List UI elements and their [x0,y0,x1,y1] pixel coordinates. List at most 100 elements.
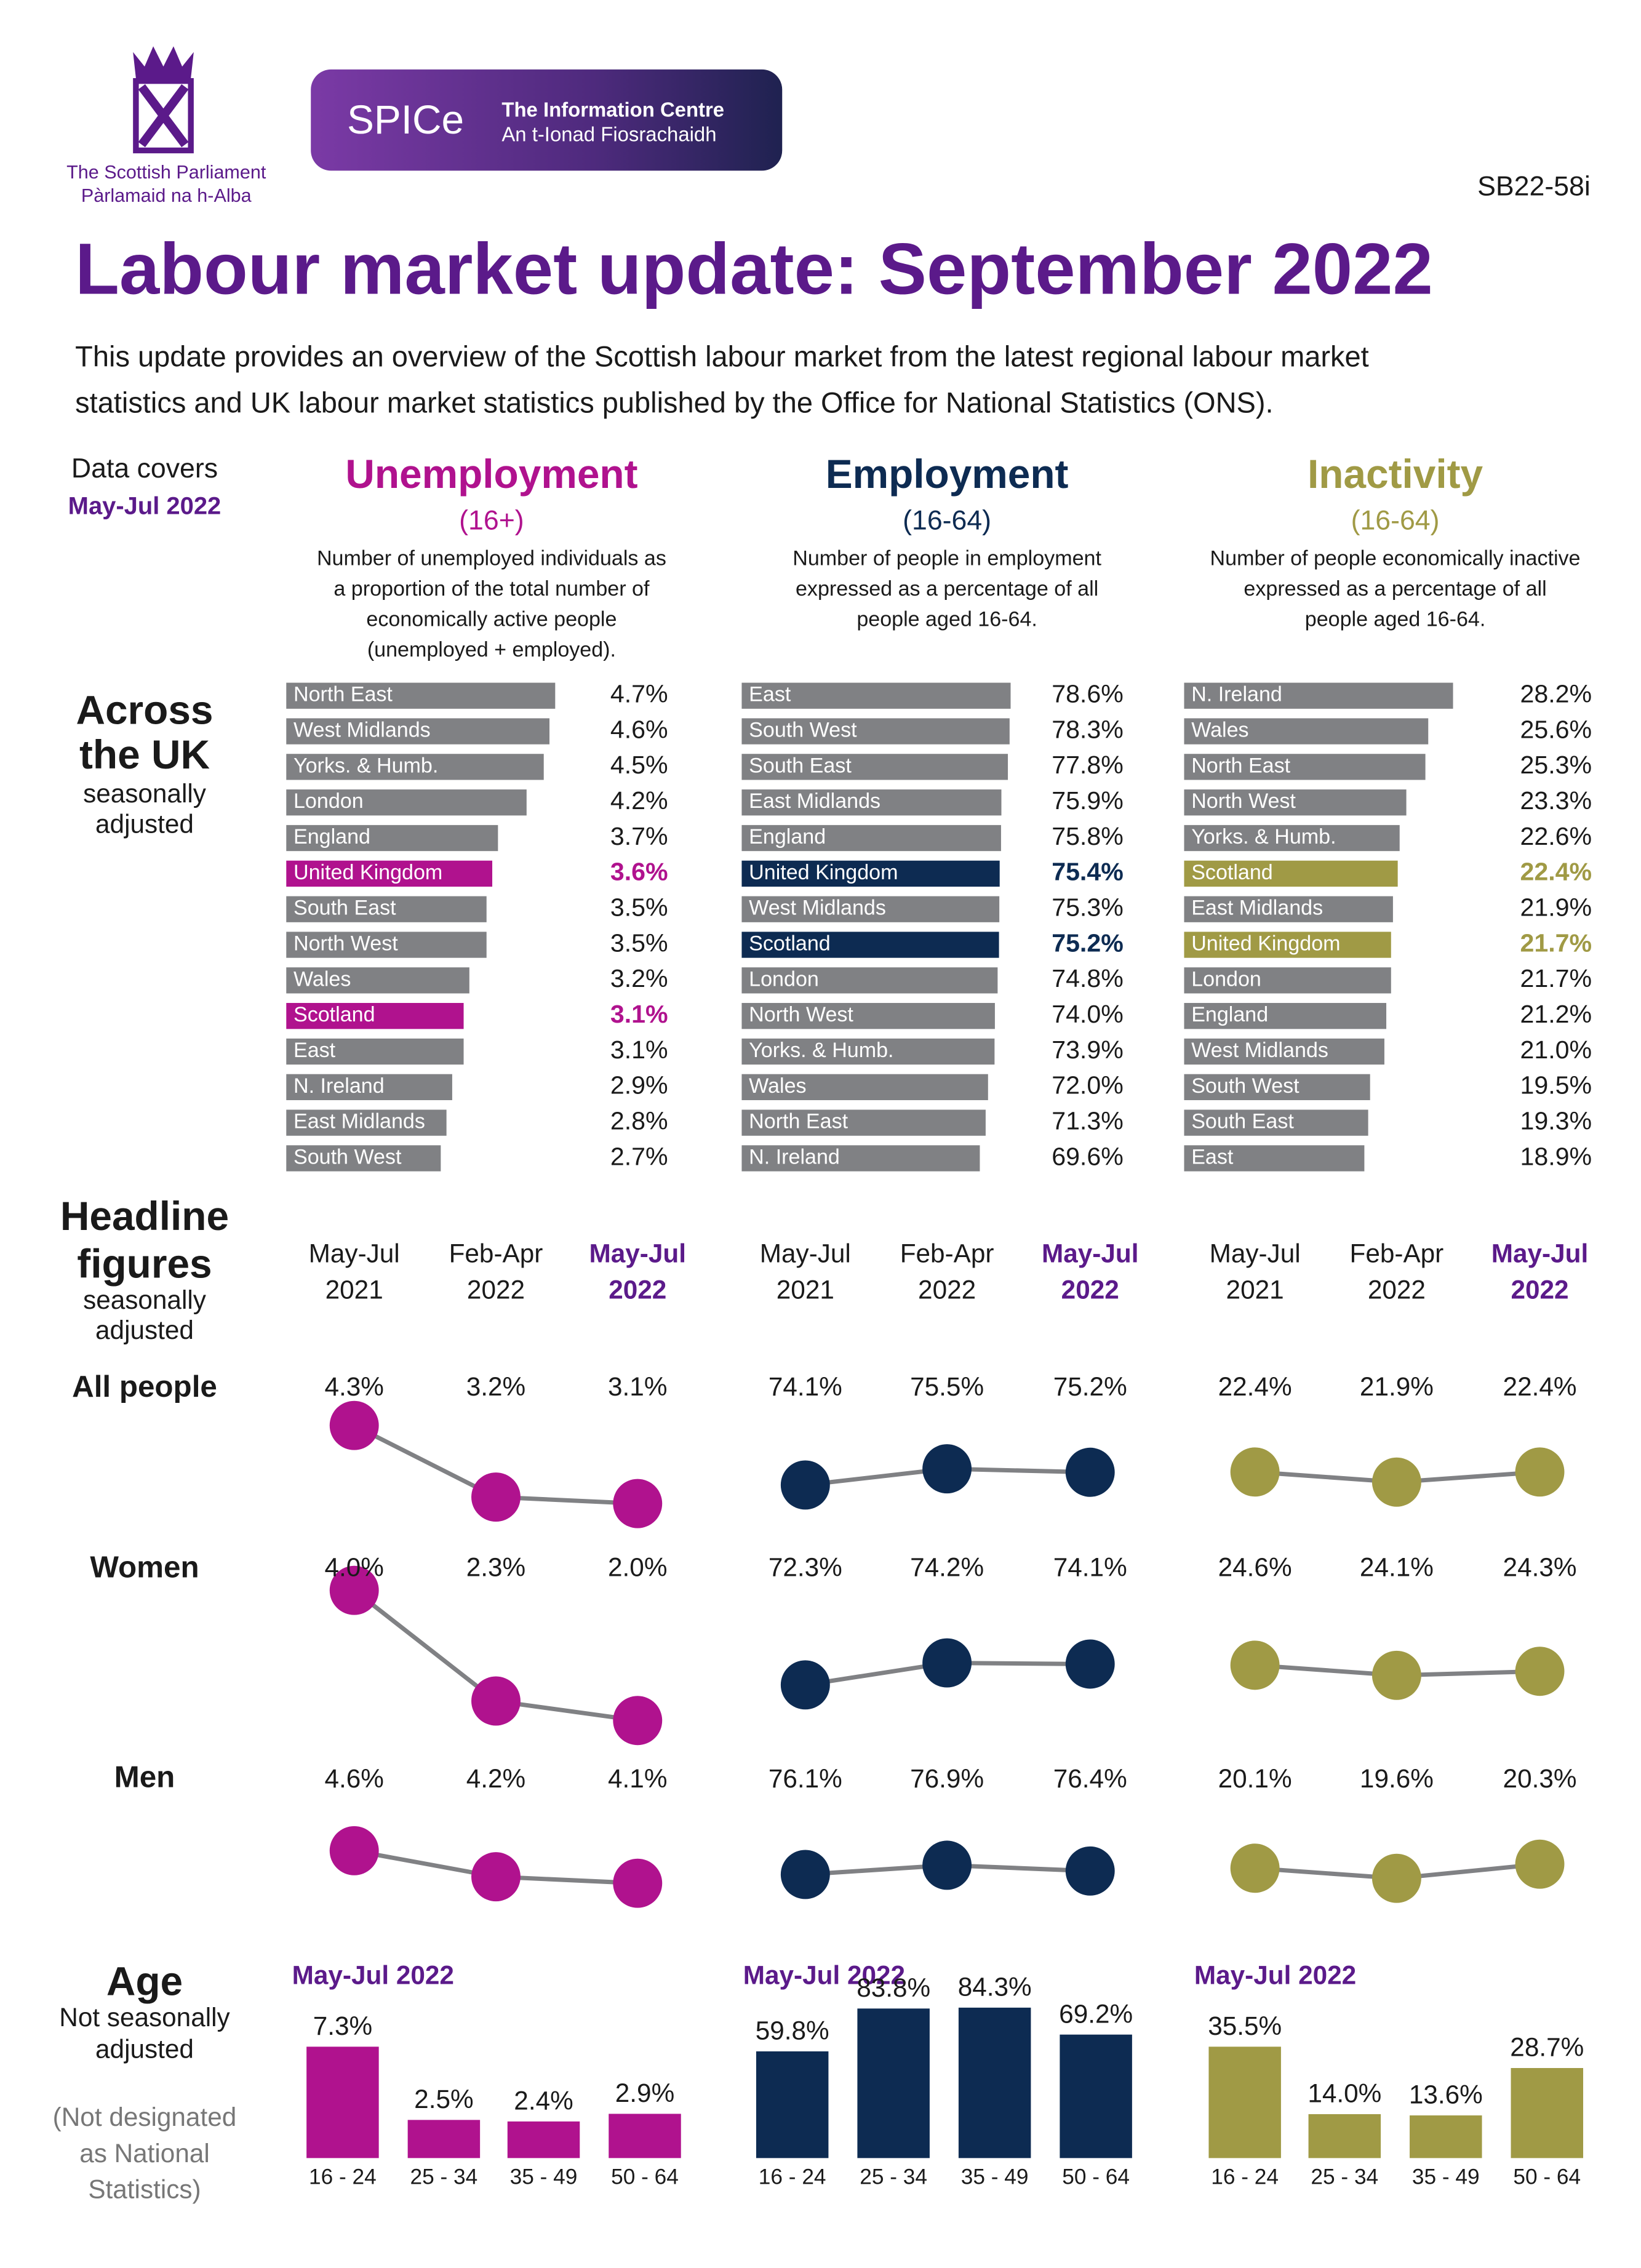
period-label: 2022 [1511,1275,1568,1304]
value-label: 7.3% [313,2011,372,2040]
bar [1511,2068,1584,2158]
bar [1184,754,1426,780]
value-label: 21.9% [1520,893,1592,922]
value-label: 76.1% [769,1764,842,1793]
bar [1410,2115,1482,2158]
bar [958,2007,1031,2158]
bar [1184,825,1400,852]
value-label: 75.9% [1052,786,1124,815]
period-label: May-Jul [760,1239,851,1268]
measure-subtitle: (16-64) [1351,505,1440,535]
page-title: Labour market update: September 2022 [75,229,1433,309]
bar [741,1109,986,1136]
point [613,1696,663,1746]
bar-category: West Midlands [749,896,886,920]
bar [306,2046,379,2158]
bar [1184,682,1453,709]
org-name: Pàrlamaid na h-Alba [81,185,252,206]
badge-text: An t-Ionad Fiosrachaidh [501,123,716,146]
bar-category: United Kingdom [1191,932,1340,956]
bar-category: South East [1191,1110,1294,1133]
bar [741,860,1000,887]
value-label: 13.6% [1409,2080,1483,2109]
value-label: 75.8% [1052,822,1124,850]
bar [407,2120,481,2158]
point [1515,1839,1565,1889]
bar-category: South West [293,1145,402,1168]
bar-category: South East [293,896,396,920]
bar [1184,1109,1368,1136]
point [1371,1457,1421,1507]
document-code: SB22-58i [1477,171,1591,201]
value-label: 75.2% [1052,928,1124,957]
bar-category: East Midlands [1191,896,1323,920]
period-label: 2022 [1061,1275,1119,1304]
data-period: May-Jul 2022 [68,493,222,520]
measure-description: economically active people [366,607,617,631]
x-tick-label: 16 - 24 [309,2165,377,2189]
point [329,1826,379,1875]
value-label: 3.7% [610,822,668,850]
value-label: 35.5% [1208,2011,1282,2040]
value-label: 2.0% [608,1553,667,1582]
org-name: The Scottish Parliament [66,162,266,183]
parliament-logo [133,46,194,154]
value-label: 78.3% [1052,715,1124,743]
value-label: 77.8% [1052,751,1124,779]
value-label: 78.6% [1052,680,1124,708]
bar [286,825,498,852]
measure-description: Number of unemployed individuals as [317,547,666,570]
bar [741,967,998,994]
point [471,1676,521,1726]
bar [1060,2034,1132,2158]
x-tick-label: 50 - 64 [611,2165,679,2189]
row-label: Women [90,1551,199,1584]
section-note: Not seasonally [59,2003,230,2032]
bar [1184,789,1407,816]
bar-category: United Kingdom [749,861,898,884]
value-label: 24.6% [1218,1553,1292,1582]
bar [1184,860,1398,887]
bar [286,789,527,816]
bar-category: South West [749,719,857,742]
bar [1184,1145,1365,1172]
bar-category: North East [1191,754,1290,777]
point [613,1858,663,1908]
x-tick-label: 50 - 64 [1062,2165,1130,2189]
bar [1184,1003,1387,1029]
point [922,1840,972,1890]
value-label: 4.2% [466,1764,525,1793]
measure-description: people aged 16-64. [1305,607,1486,631]
bar-category: Wales [293,967,351,991]
measure-description: Number of people in employment [793,547,1101,570]
value-label: 3.2% [610,964,668,992]
period-label: 2021 [1226,1275,1284,1304]
bar-category: Yorks. & Humb. [1191,825,1336,849]
chart-title: May-Jul 2022 [1194,1961,1356,1990]
section-note: seasonally [83,1285,207,1314]
bar-category: London [293,789,364,813]
measure-description: a proportion of the total number of [333,577,650,601]
value-label: 24.1% [1360,1553,1434,1582]
bar [286,860,493,887]
section-title: Headline [60,1193,229,1239]
point [1230,1640,1280,1690]
chart-title: May-Jul 2022 [292,1961,454,1990]
value-label: 21.0% [1520,1036,1592,1064]
measure-description: (unemployed + employed). [367,638,616,661]
bar-category: N. Ireland [749,1145,840,1168]
bar [1184,967,1391,994]
value-label: 4.3% [324,1372,383,1401]
bar [741,1003,995,1029]
row-label: All people [72,1370,217,1404]
bar-category: West Midlands [1191,1039,1328,1062]
bar-category: England [1191,1003,1268,1026]
bar-category: North West [293,932,398,956]
value-label: 76.4% [1053,1764,1127,1793]
value-label: 19.3% [1520,1107,1592,1135]
section-title: Across [76,687,213,732]
value-label: 84.3% [958,1972,1032,2001]
bar-category: N. Ireland [1191,683,1282,706]
x-tick-label: 25 - 34 [410,2165,478,2189]
